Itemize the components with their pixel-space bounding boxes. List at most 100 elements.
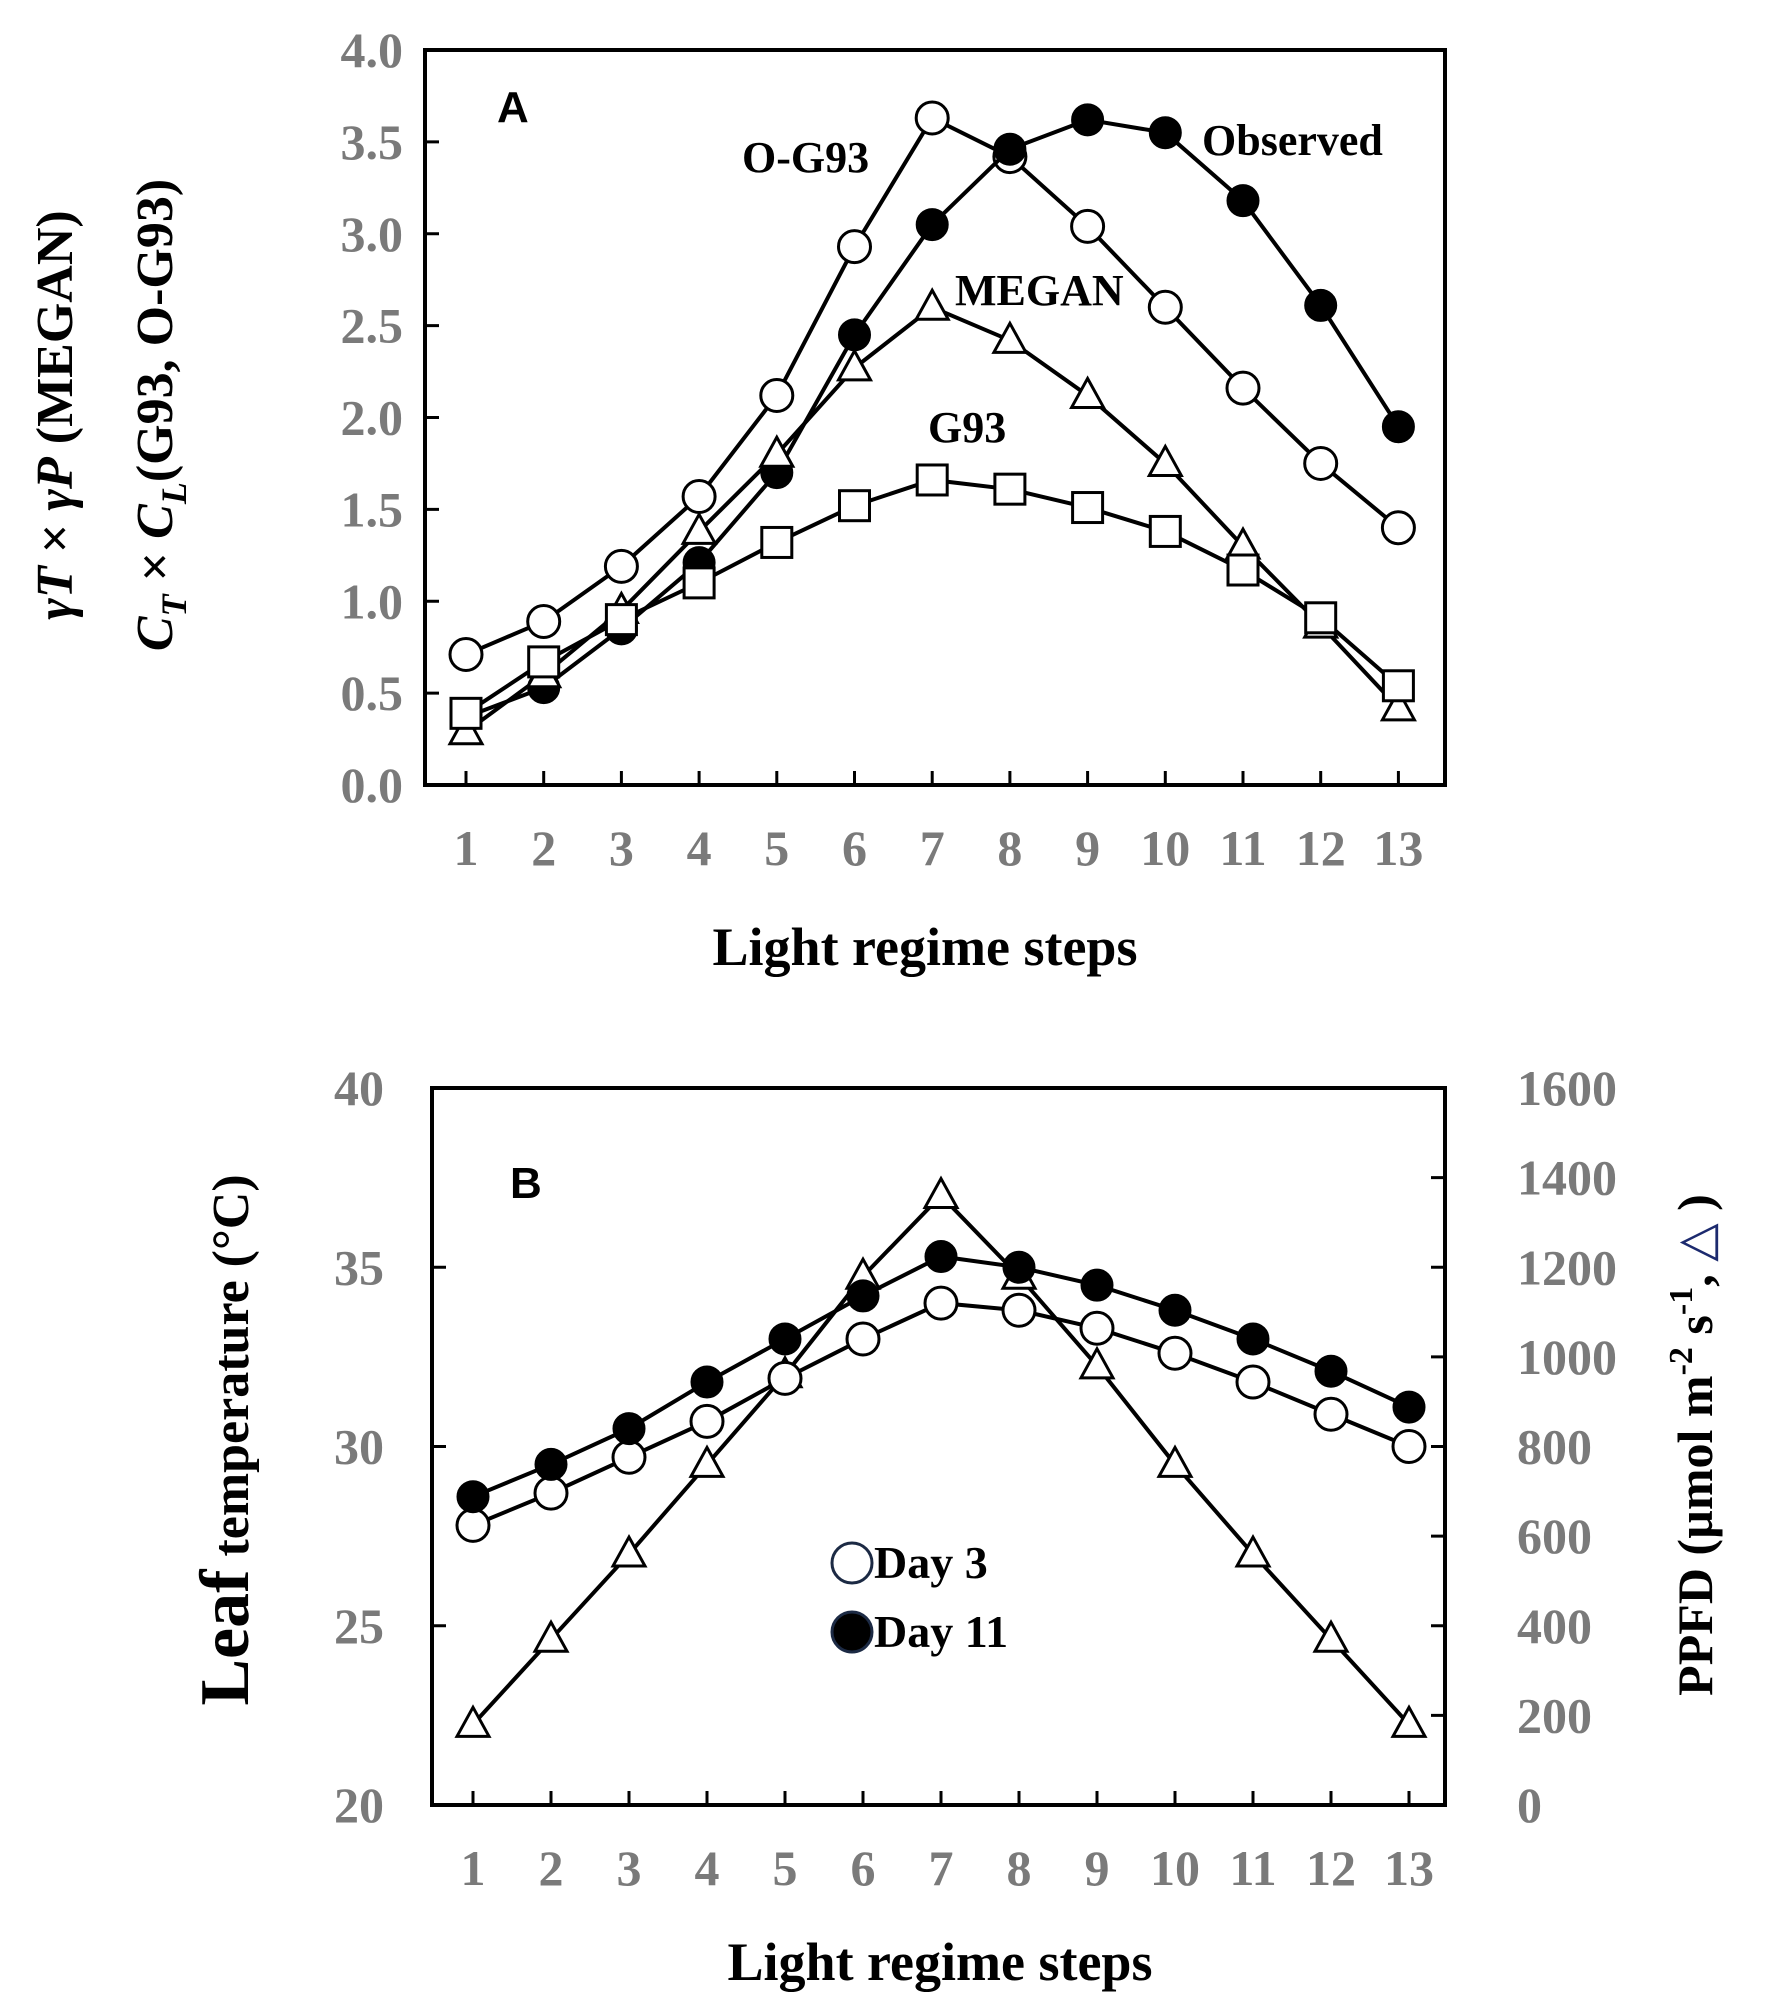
series-o-g93-point-11 [1225,370,1261,406]
panel-b-right-label-part: , [1667,1262,1723,1287]
series-day-11-point-12 [1314,1354,1348,1388]
series-o-g93-point-7 [914,100,950,136]
panel-a-x-tick-label: 2 [531,820,556,876]
panel-b-letter: B [510,1159,542,1208]
panel-a-x-tick-label: 12 [1296,820,1346,876]
panel-b-left-tick-label: 40 [334,1060,384,1116]
panel-b-right-tick-label: 400 [1517,1598,1592,1654]
panel-a-x-tick-label: 11 [1219,820,1266,876]
series-g93-point-10 [1148,514,1182,548]
panel-a-y-label-part: T [27,564,84,598]
series-g93-point-7 [915,463,949,497]
series-g93-point-11 [1226,553,1260,587]
series-day-3-point-3 [611,1439,647,1475]
panel-a-x-tick-label: 10 [1140,820,1190,876]
series-g93-point-13 [1381,669,1415,703]
series-day-11-point-13 [1392,1390,1426,1424]
panel-a-y-tick-label: 4.0 [341,22,404,78]
series-day-3-point-6 [845,1321,881,1357]
series-g93-point-9 [1071,491,1105,525]
series-ppfd-point-4 [688,1444,726,1478]
series-megan-point-10 [1146,443,1184,477]
series-o-g93-point-1 [448,637,484,673]
series-megan-line [464,304,1400,734]
panel-b-x-tick-label: 8 [1007,1840,1032,1896]
panel-a-x-tick-label: 7 [920,820,945,876]
panel-b-right-tick-label: 600 [1517,1508,1592,1564]
series-ppfd-point-11 [1234,1533,1272,1568]
panel-b-x-tick-label: 9 [1085,1840,1110,1896]
panel-a-y-label-part: γ [27,598,84,620]
panel-b-right-axis-label: PPFD (µmol m-2 s-1, △ ) [1663,1194,1723,1696]
panel-a-y-axis-label-line-2: CT × CL(G93, O-G93) [127,179,194,651]
series-observed-point-11 [1226,184,1260,218]
series-g93-point-2 [527,645,561,679]
panel-b-right-tick-label: 1400 [1517,1150,1617,1206]
panel-b-right-label-part: s [1667,1315,1723,1347]
panel-b-x-tick-label: 3 [617,1840,642,1896]
series-o-g93-point-12 [1303,445,1339,481]
panel-a-y-tick-label: 0.0 [341,757,404,813]
series-day-11-point-6 [846,1279,880,1313]
panel-b-right-tick-label: 200 [1517,1687,1592,1743]
series-observed-point-8 [993,132,1027,166]
series-g93-point-5 [760,525,794,559]
legend-day3-marker [830,1541,874,1585]
series-g93-point-4 [682,566,716,600]
series-day-3-point-12 [1313,1396,1349,1432]
series-day-3-point-2 [533,1475,569,1511]
series-day-3-point-10 [1157,1335,1193,1371]
panel-a-x-axis-label: Light regime steps [713,917,1138,977]
legend-day3-label: Day 3 [874,1537,988,1588]
series-day-11-point-7 [924,1239,958,1273]
panel-b-x-tick-label: 4 [695,1840,720,1896]
series-day-11-point-2 [534,1447,568,1481]
panel-b-left-tick-label: 35 [334,1239,384,1295]
series-day-3-point-1 [455,1507,491,1543]
series-megan-point-6 [835,347,874,382]
series-g93-point-6 [838,489,871,523]
panel-b-right-tick-label: 1600 [1517,1060,1617,1116]
panel-b-left-tick-label: 20 [334,1777,384,1833]
series-ppfd-point-13 [1390,1704,1428,1738]
panel-b-x-tick-label: 11 [1229,1840,1276,1896]
panel-a-y-label-part: (G93, O-G93) [127,179,184,482]
panel-b-right-axis-label-text: PPFD (µmol m-2 s-1, △ ) [1663,1194,1723,1696]
panel-b-x-tick-label: 12 [1306,1840,1356,1896]
series-observed-point-10 [1148,116,1182,150]
series-day-11-point-10 [1158,1293,1192,1327]
panel-b-x-axis-label: Light regime steps [728,1932,1153,1992]
series-o-g93-point-6 [837,229,872,265]
series-o-g93-point-9 [1070,208,1106,244]
series-g93-line [464,477,1400,716]
series-megan-point-8 [991,320,1029,354]
series-ppfd-point-2 [532,1619,570,1653]
panel-a-y-axis-label-line-1: γT × γP (MEGAN) [27,210,84,619]
label-observed: Observed [1202,116,1383,165]
series-g93-point-8 [993,472,1027,506]
panel-b-x-tick-label: 7 [929,1840,954,1896]
panel-a-y-tick-label: 3.0 [341,206,404,262]
series-day-11-point-1 [456,1480,490,1514]
panel-b-right-tick-label: 1200 [1517,1239,1617,1295]
series-o-g93-point-3 [603,548,639,584]
series-day-11-point-8 [1002,1250,1036,1284]
series-day-3-point-5 [767,1360,803,1396]
series-observed-point-6 [838,318,871,352]
series-megan-point-13 [1379,687,1417,722]
series-megan-point-9 [1069,375,1107,409]
panel-b-right-label-part: △ [1667,1223,1723,1262]
panel-a-x-tick-label: 9 [1075,820,1100,876]
panel-a-y-label-part: C [127,615,184,651]
panel-a-x-tick-label: 4 [687,820,712,876]
series-o-g93-point-5 [759,377,795,413]
panel-b-left-tick-label: 30 [334,1419,384,1475]
panel-b-right-tick-label: 800 [1517,1419,1592,1475]
series-observed-point-12 [1304,288,1338,322]
panel-b-right-label-part: PPFD (µmol m [1667,1375,1723,1695]
series-observed-point-9 [1071,103,1105,137]
panel-a-y-tick-label: 2.0 [341,390,404,446]
panel-b-right-tick-label: 0 [1517,1777,1542,1833]
panel-a-y-label-part: × [27,511,84,567]
